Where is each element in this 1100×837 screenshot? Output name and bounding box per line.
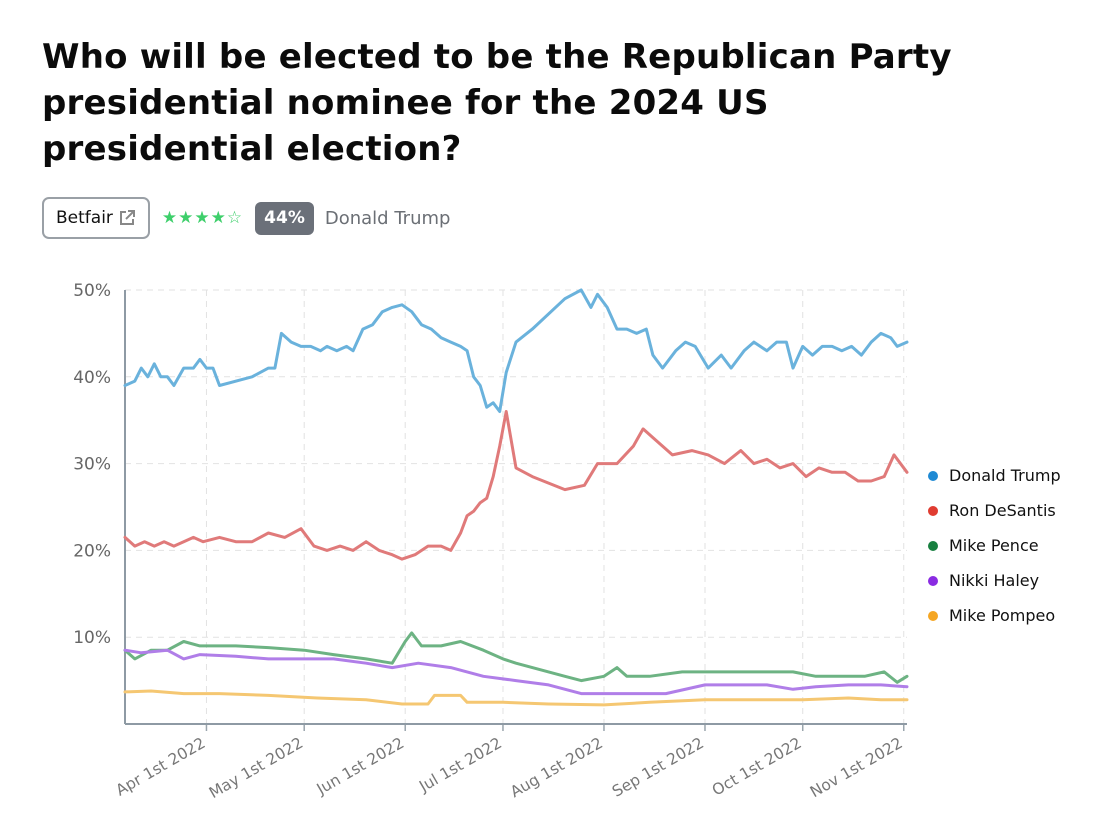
y-tick-label: 20% (73, 541, 111, 561)
series-line-mike-pence (123, 631, 909, 684)
legend-label: Mike Pence (949, 536, 1039, 555)
legend-marker-icon (928, 470, 938, 481)
legend-item[interactable]: Nikki Haley (928, 563, 1061, 598)
market-meta: Betfair ★★★★☆ 44% Donald Trump (42, 196, 450, 240)
x-tick-label: Jul 1st 2022 (415, 734, 505, 796)
legend-item[interactable]: Mike Pence (928, 528, 1061, 563)
x-tick-label: Oct 1st 2022 (709, 734, 805, 800)
star-filled-icon: ★ (210, 208, 227, 228)
star-filled-icon: ★ (178, 208, 195, 228)
legend-marker-icon (928, 610, 938, 621)
series-line-mike-pompeo (123, 689, 909, 707)
page-title: Who will be elected to be the Republican… (42, 37, 952, 169)
series-line-ron-desantis (123, 410, 909, 561)
probability-badge: 44% (255, 201, 314, 235)
legend-item[interactable]: Donald Trump (928, 458, 1061, 493)
legend-marker-icon (928, 540, 938, 551)
source-link-button[interactable]: Betfair (42, 197, 150, 239)
x-tick-label: Apr 1st 2022 (113, 734, 209, 800)
x-tick-label: Aug 1st 2022 (507, 734, 606, 801)
rating-stars: ★★★★☆ (162, 208, 243, 228)
star-filled-icon: ★ (194, 208, 211, 228)
legend-label: Donald Trump (949, 466, 1061, 485)
legend-marker-icon (928, 505, 938, 516)
legend-label: Mike Pompeo (949, 606, 1056, 625)
star-filled-icon: ★ (161, 208, 179, 228)
x-tick-label: Sep 1st 2022 (609, 734, 707, 801)
star-empty-icon: ☆ (226, 208, 244, 228)
y-tick-label: 10% (73, 628, 111, 648)
legend-item[interactable]: Ron DeSantis (928, 493, 1061, 528)
y-tick-label: 50% (73, 281, 111, 301)
x-tick-label: May 1st 2022 (206, 734, 306, 802)
legend-item[interactable]: Mike Pompeo (928, 598, 1061, 633)
source-label: Betfair (56, 208, 113, 228)
legend-label: Ron DeSantis (949, 501, 1056, 520)
legend-label: Nikki Haley (949, 571, 1040, 590)
y-tick-label: 40% (73, 368, 111, 388)
series-line-donald-trump (123, 288, 909, 413)
series-line-nikki-haley (123, 648, 909, 696)
x-tick-label: Jun 1st 2022 (313, 734, 407, 799)
y-tick-label: 30% (73, 455, 111, 475)
chart-legend: Donald Trump Ron DeSantis Mike Pence Nikki … (928, 458, 1061, 633)
x-tick-label: Nov 1st 2022 (807, 734, 906, 801)
legend-marker-icon (928, 575, 938, 586)
external-link-icon (118, 209, 136, 227)
leading-outcome: Donald Trump (324, 207, 451, 229)
